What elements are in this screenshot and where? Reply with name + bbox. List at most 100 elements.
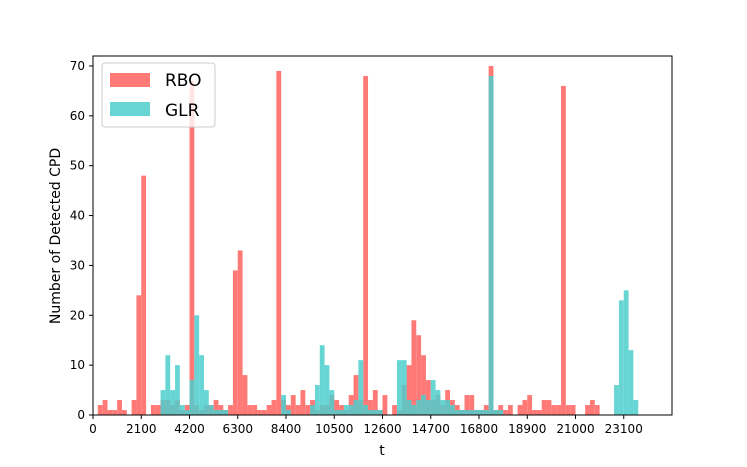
x-axis-title: t — [379, 443, 385, 459]
bar-rbo — [382, 395, 388, 415]
bar-glr — [421, 395, 426, 415]
y-tick-label: 70 — [70, 59, 85, 73]
bar-glr — [179, 405, 185, 415]
bar-glr — [334, 410, 340, 415]
bar-rbo — [565, 405, 571, 415]
y-tick-label: 30 — [70, 258, 85, 272]
bar-rbo — [372, 390, 378, 415]
bar-rbo — [155, 405, 161, 415]
bar-rbo — [305, 405, 311, 415]
bar-rbo — [242, 375, 248, 415]
bar-glr — [314, 385, 320, 415]
bar-rbo — [237, 250, 243, 415]
bar-glr — [474, 410, 479, 415]
x-tick-label: 6300 — [222, 422, 253, 436]
bar-rbo — [276, 70, 282, 415]
bar-rbo — [300, 390, 306, 415]
bar-glr — [358, 360, 364, 415]
bar-glr — [618, 300, 624, 415]
bar-rbo — [97, 405, 103, 415]
bar-rbo — [416, 335, 422, 415]
bar-rbo — [107, 410, 113, 415]
x-tick-label: 14700 — [412, 422, 450, 436]
bar-glr — [218, 410, 224, 415]
bar-glr — [416, 400, 422, 415]
y-tick-label: 10 — [70, 358, 85, 372]
bar-glr — [633, 400, 639, 415]
bar-glr — [343, 405, 349, 415]
bar-rbo — [411, 320, 417, 415]
bar-rbo — [551, 405, 557, 415]
y-axis-title: Number of Detected CPD — [48, 148, 64, 324]
bar-rbo — [425, 380, 431, 415]
bar-glr — [329, 390, 335, 415]
bar-rbo — [131, 400, 137, 415]
bar-glr — [319, 345, 325, 415]
bar-glr — [411, 405, 417, 415]
bar-glr — [199, 355, 204, 415]
bar-rbo — [232, 270, 238, 415]
legend-swatch-rbo — [110, 73, 150, 87]
x-tick-label: 2100 — [126, 422, 157, 436]
bar-glr — [628, 350, 634, 415]
bar-glr — [223, 410, 229, 415]
x-tick-label: 8400 — [271, 422, 302, 436]
bar-glr — [213, 410, 219, 415]
bar-rbo — [213, 400, 219, 415]
bar-glr — [425, 400, 431, 415]
bar-rbo — [261, 410, 267, 415]
bar-rbo — [189, 80, 195, 416]
bar-glr — [459, 410, 465, 415]
bar-rbo — [136, 295, 142, 415]
bar-glr — [368, 410, 373, 415]
legend-swatch-glr — [110, 102, 150, 116]
x-tick-label: 16800 — [460, 422, 498, 436]
y-tick-label: 40 — [70, 209, 85, 223]
bar-rbo — [112, 410, 118, 415]
bar-rbo — [406, 365, 412, 415]
bar-rbo — [469, 395, 475, 415]
bar-rbo — [589, 400, 595, 415]
bar-glr — [353, 400, 359, 415]
bar-rbo — [102, 400, 108, 415]
x-axis: 0 2100 4200 6300 8400 10500 12600 14700 16800 189… — [89, 415, 643, 436]
bar-rbo — [247, 405, 253, 415]
bar-rbo — [334, 400, 340, 415]
bar-glr — [614, 385, 619, 415]
bar-glr — [363, 405, 369, 415]
bar-glr — [160, 390, 166, 415]
y-tick-label: 20 — [70, 308, 85, 322]
bar-glr — [479, 410, 484, 415]
bar-rbo — [464, 395, 470, 415]
bar-glr — [310, 405, 315, 415]
bar-rbo — [536, 410, 542, 415]
bar-rbo — [507, 405, 513, 415]
bar-rbo — [532, 410, 537, 415]
bar-glr — [493, 410, 499, 415]
bar-glr — [401, 360, 407, 415]
y-axis: 0 10 20 30 40 50 60 70 — [70, 59, 93, 422]
bar-glr — [464, 410, 470, 415]
bar-glr — [430, 380, 436, 415]
bar-rbo — [561, 85, 566, 416]
x-tick-label: 10500 — [315, 422, 353, 436]
bar-glr — [324, 365, 330, 415]
bar-glr — [445, 400, 451, 415]
bar-rbo — [141, 175, 147, 415]
bars-layer — [97, 65, 639, 416]
bar-rbo — [546, 400, 552, 415]
bar-rbo — [368, 400, 373, 415]
bar-rbo — [541, 400, 547, 415]
x-tick-label: 18900 — [508, 422, 546, 436]
y-tick-label: 60 — [70, 109, 85, 123]
legend: RBO GLR — [101, 62, 216, 128]
bar-glr — [194, 315, 200, 415]
bar-glr — [170, 390, 176, 415]
bar-rbo — [556, 405, 562, 415]
bar-rbo — [252, 405, 258, 415]
legend-label-rbo: RBO — [165, 71, 202, 91]
bar-rbo — [517, 405, 523, 415]
bar-rbo — [503, 410, 508, 415]
bar-glr — [281, 395, 286, 415]
